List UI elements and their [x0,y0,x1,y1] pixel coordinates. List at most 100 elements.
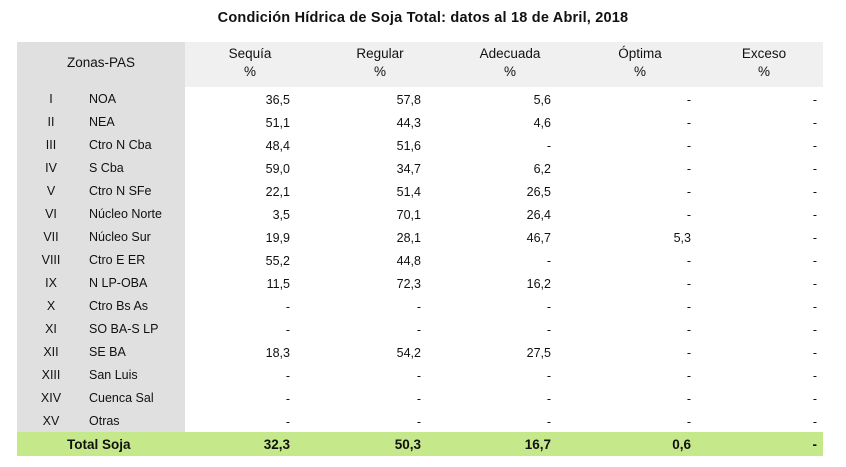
header-regular: Regular% [315,45,445,81]
value-optima: - [686,277,691,291]
value-regular: - [416,323,421,337]
value-sequia: - [285,415,290,429]
header-sequia-unit: % [243,64,256,79]
value-optima: - [686,369,691,383]
header-zonas: Zonas-PAS [66,55,136,70]
value-sequia: 51,1 [265,116,290,130]
zone-column-shade [17,340,185,363]
zone-name: S Cba [89,161,124,175]
zone-column-shade [17,271,185,294]
zone-column-shade [17,87,185,110]
zone-column-shade [17,386,185,409]
zone-name: Ctro N Cba [89,138,152,152]
value-exceso: - [812,346,817,360]
value-adecuada: 26,4 [526,208,551,222]
value-exceso: - [812,93,817,107]
table-row: III Ctro N Cba 48,4 51,6 - - - [17,133,823,156]
zone-number: XI [45,322,57,336]
value-sequia: 36,5 [265,93,290,107]
value-regular: 70,1 [396,208,421,222]
value-adecuada: 46,7 [526,231,551,245]
zone-name: Otras [89,414,120,428]
value-adecuada: - [546,323,551,337]
value-exceso: - [812,277,817,291]
value-adecuada: - [546,369,551,383]
zone-column-shade [17,202,185,225]
value-sequia: 19,9 [265,231,290,245]
value-optima: - [686,415,691,429]
table-row: VII Núcleo Sur 19,9 28,1 46,7 5,3 - [17,225,823,248]
value-adecuada: - [546,300,551,314]
zone-number: XIII [41,368,61,382]
value-exceso: - [812,162,817,176]
table-row: IV S Cba 59,0 34,7 6,2 - - [17,156,823,179]
soja-condition-table: Zonas-PAS Sequía% Regular% Adecuada% Ópt… [17,42,823,456]
zone-name: Ctro Bs As [89,299,149,313]
header-exceso: Exceso% [705,45,823,81]
value-sequia: 3,5 [272,208,290,222]
total-optima: 0,6 [672,437,691,452]
header-exceso-unit: % [757,64,770,79]
table-row: VIII Ctro E ER 55,2 44,8 - - - [17,248,823,271]
zone-name: NEA [89,115,115,129]
value-adecuada: 6,2 [533,162,551,176]
zone-column-shade [17,363,185,386]
value-regular: - [416,392,421,406]
total-label: Total Soja [67,437,131,452]
value-optima: - [686,185,691,199]
total-exceso: - [812,437,818,452]
total-row: Total Soja 32,3 50,3 16,7 0,6 - [17,432,823,456]
value-exceso: - [812,415,817,429]
value-regular: 54,2 [396,346,421,360]
table-row: XIV Cuenca Sal - - - - - [17,386,823,409]
table-row: I NOA 36,5 57,8 5,6 - - [17,87,823,110]
zone-number: VI [45,207,57,221]
table-row: II NEA 51,1 44,3 4,6 - - [17,110,823,133]
zone-number: III [45,138,57,152]
value-adecuada: 16,2 [526,277,551,291]
total-adecuada: 16,7 [524,437,551,452]
value-optima: - [686,323,691,337]
total-regular: 50,3 [394,437,421,452]
zone-name: Núcleo Norte [89,207,162,221]
value-exceso: - [812,254,817,268]
header-regular-name: Regular [356,46,404,61]
table-title: Condición Hídrica de Soja Total: datos a… [217,10,629,26]
zone-name: Ctro E ER [89,253,146,267]
value-exceso: - [812,116,817,130]
value-adecuada: - [546,139,551,153]
header-optima-name: Óptima [618,46,662,61]
value-regular: 44,8 [396,254,421,268]
total-sequia: 32,3 [263,437,290,452]
value-adecuada: 5,6 [533,93,551,107]
zone-column-shade [17,42,185,87]
table-row: XIII San Luis - - - - - [17,363,823,386]
value-sequia: 59,0 [265,162,290,176]
value-adecuada: 27,5 [526,346,551,360]
zone-column-shade [17,225,185,248]
zone-column-shade [17,317,185,340]
header-sequia-name: Sequía [228,46,272,61]
header-exceso-name: Exceso [741,46,787,61]
table-row: X Ctro Bs As - - - - - [17,294,823,317]
value-optima: - [686,300,691,314]
value-sequia: - [285,392,290,406]
zone-name: SO BA-S LP [89,322,159,336]
value-sequia: 55,2 [265,254,290,268]
zone-column-shade [17,156,185,179]
value-regular: - [416,300,421,314]
value-exceso: - [812,185,817,199]
value-exceso: - [812,139,817,153]
header-regular-unit: % [373,64,386,79]
table-row: XI SO BA-S LP - - - - - [17,317,823,340]
value-exceso: - [812,231,817,245]
value-sequia: - [285,369,290,383]
zone-number: X [46,299,56,313]
header-adecuada-unit: % [503,64,516,79]
value-optima: 5,3 [673,231,691,245]
value-sequia: 18,3 [265,346,290,360]
zone-name: NOA [89,92,117,106]
value-sequia: 22,1 [265,185,290,199]
zone-number: IX [45,276,57,290]
header-sequia: Sequía% [185,45,315,81]
